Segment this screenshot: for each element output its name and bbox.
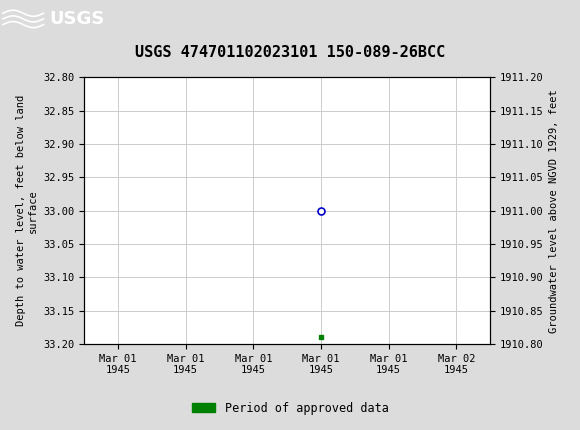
- Legend: Period of approved data: Period of approved data: [187, 397, 393, 420]
- Y-axis label: Depth to water level, feet below land
surface: Depth to water level, feet below land su…: [16, 95, 38, 326]
- Text: USGS: USGS: [49, 10, 104, 28]
- Text: USGS 474701102023101 150-089-26BCC: USGS 474701102023101 150-089-26BCC: [135, 45, 445, 60]
- Y-axis label: Groundwater level above NGVD 1929, feet: Groundwater level above NGVD 1929, feet: [549, 89, 559, 332]
